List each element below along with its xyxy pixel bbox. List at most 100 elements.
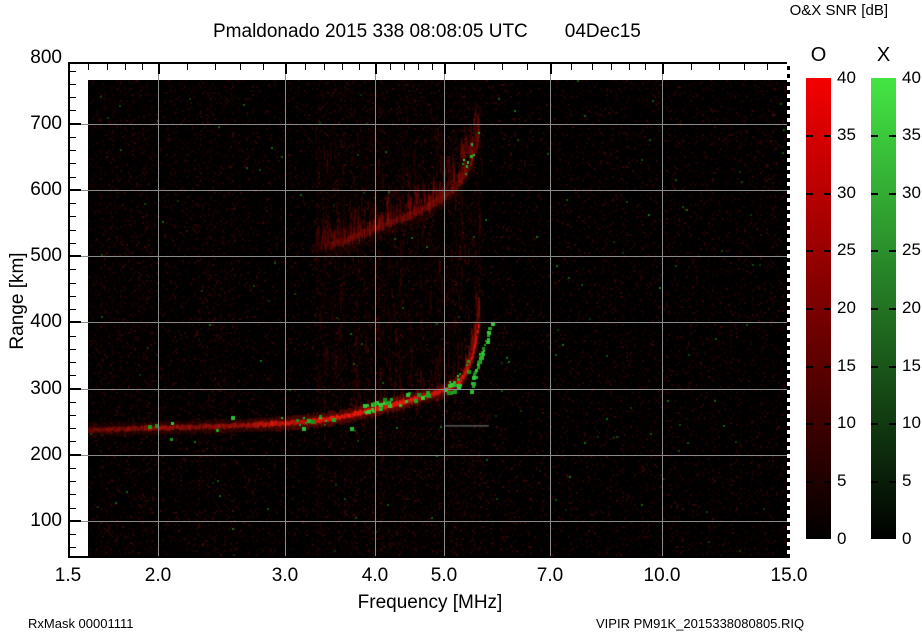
- x-minor-tick: [107, 64, 108, 70]
- x-minor-tick: [691, 64, 692, 70]
- y-tick-label: 500: [30, 245, 62, 266]
- colorbar-tick: [871, 481, 878, 483]
- colorbar-tick-label: 40: [902, 68, 921, 87]
- y-tick-label: 400: [30, 311, 62, 332]
- y-minor-tick: [69, 71, 76, 72]
- x-major-tick: [375, 64, 377, 74]
- y-minor-tick: [69, 441, 76, 442]
- colorbar-tick-label: 30: [902, 183, 921, 202]
- rx-mask-annotation: RxMask 00001111: [28, 616, 134, 631]
- y-minor-tick: [69, 137, 76, 138]
- x-minor-tick: [125, 64, 126, 70]
- y-minor-tick: [69, 362, 76, 363]
- y-minor-tick: [69, 481, 76, 482]
- plot-date: 04Dec15: [564, 21, 641, 42]
- x-minor-tick: [611, 64, 612, 70]
- ionogram-raster: [88, 80, 789, 558]
- gridline-vertical: [285, 62, 286, 558]
- colorbar-tick: [889, 481, 896, 483]
- plot-title: Pmaldonado 2015 338 08:08:05 UTC: [213, 21, 528, 42]
- x-minor-tick: [592, 64, 593, 70]
- plot-title-row: Pmaldonado 2015 338 08:08:05 UTC 04Dec15: [213, 21, 641, 43]
- colorbar-tick-label: 10: [837, 413, 856, 432]
- x-minor-tick: [263, 64, 264, 70]
- colorbar-tick: [871, 423, 878, 425]
- colorbar-tick-label: 15: [837, 356, 856, 375]
- colorbar-tick: [871, 366, 878, 368]
- colorbar-tick: [889, 423, 896, 425]
- y-minor-tick: [69, 468, 76, 469]
- colorbar-tick: [889, 135, 896, 137]
- colorbar-tick: [806, 423, 813, 425]
- y-major-tick: [69, 123, 81, 125]
- y-minor-tick: [69, 336, 76, 337]
- x-minor-tick: [432, 64, 433, 70]
- y-minor-tick: [69, 230, 76, 231]
- x-tick-label: 7.0: [536, 565, 564, 586]
- y-minor-tick: [69, 269, 76, 270]
- y-major-tick: [69, 189, 81, 191]
- colorbar-tick-label: 40: [837, 68, 856, 87]
- colorbar-tick-label: 30: [837, 183, 856, 202]
- colorbar-tick-label: 0: [837, 529, 847, 548]
- colorbar-tick: [871, 250, 878, 252]
- colorbar-tick: [889, 366, 896, 368]
- gridline-horizontal: [68, 322, 789, 323]
- gridline-horizontal: [68, 521, 789, 522]
- y-tick-label: 200: [30, 444, 62, 465]
- colorbar-tick-label: 35: [837, 125, 856, 144]
- x-minor-tick: [88, 64, 89, 70]
- x-minor-tick: [305, 64, 306, 70]
- colorbar-tick: [871, 135, 878, 137]
- gridline-vertical: [550, 62, 551, 558]
- gridline-vertical: [444, 62, 445, 558]
- x-minor-tick: [215, 64, 216, 70]
- y-major-tick: [69, 520, 81, 522]
- y-minor-tick: [69, 309, 76, 310]
- x-minor-tick: [645, 64, 646, 70]
- y-minor-tick: [69, 163, 76, 164]
- y-minor-tick: [69, 177, 76, 178]
- y-minor-tick: [69, 216, 76, 217]
- y-major-tick: [69, 321, 81, 323]
- colorbar-tick-label: 15: [902, 356, 921, 375]
- x-axis-label: Frequency [MHz]: [357, 592, 503, 613]
- colorbar-tick: [871, 308, 878, 310]
- x-tick-label: 3.0: [271, 565, 299, 586]
- x-minor-tick: [418, 64, 419, 70]
- colorbar-tick: [871, 193, 878, 195]
- plot-frame-right-dashed: [787, 62, 790, 558]
- x-minor-tick: [629, 64, 630, 70]
- colorbar-tick-label: 5: [837, 471, 847, 490]
- x-minor-tick: [187, 64, 188, 70]
- gridline-horizontal: [68, 455, 789, 456]
- y-minor-tick: [69, 508, 76, 509]
- colorbar-tick: [889, 308, 896, 310]
- x-minor-tick: [719, 64, 720, 70]
- x-tick-label: 1.5: [54, 565, 82, 586]
- colorbar-tick: [806, 481, 813, 483]
- gridline-vertical: [158, 62, 159, 558]
- colorbar-tick: [806, 250, 813, 252]
- colorbar-tick: [806, 308, 813, 310]
- colorbar-tick-label: 25: [902, 240, 921, 259]
- colorbar-tick: [824, 193, 831, 195]
- y-minor-tick: [69, 84, 76, 85]
- x-tick-label: 15.0: [770, 565, 808, 586]
- x-minor-tick: [571, 64, 572, 70]
- colorbar-tick: [824, 135, 831, 137]
- y-tick-label: 300: [30, 378, 62, 399]
- colorbar-tick-label: 20: [837, 298, 856, 317]
- colorbar-tick-label: 35: [902, 125, 921, 144]
- x-minor-tick: [474, 64, 475, 70]
- y-minor-tick: [69, 243, 76, 244]
- y-minor-tick: [69, 415, 76, 416]
- colorbar-tick: [824, 250, 831, 252]
- x-minor-tick: [324, 64, 325, 70]
- colorbar-tick-label: 25: [837, 240, 856, 259]
- y-minor-tick: [69, 296, 76, 297]
- x-major-tick: [285, 64, 287, 74]
- colorbar-tick: [824, 308, 831, 310]
- x-minor-tick: [404, 64, 405, 70]
